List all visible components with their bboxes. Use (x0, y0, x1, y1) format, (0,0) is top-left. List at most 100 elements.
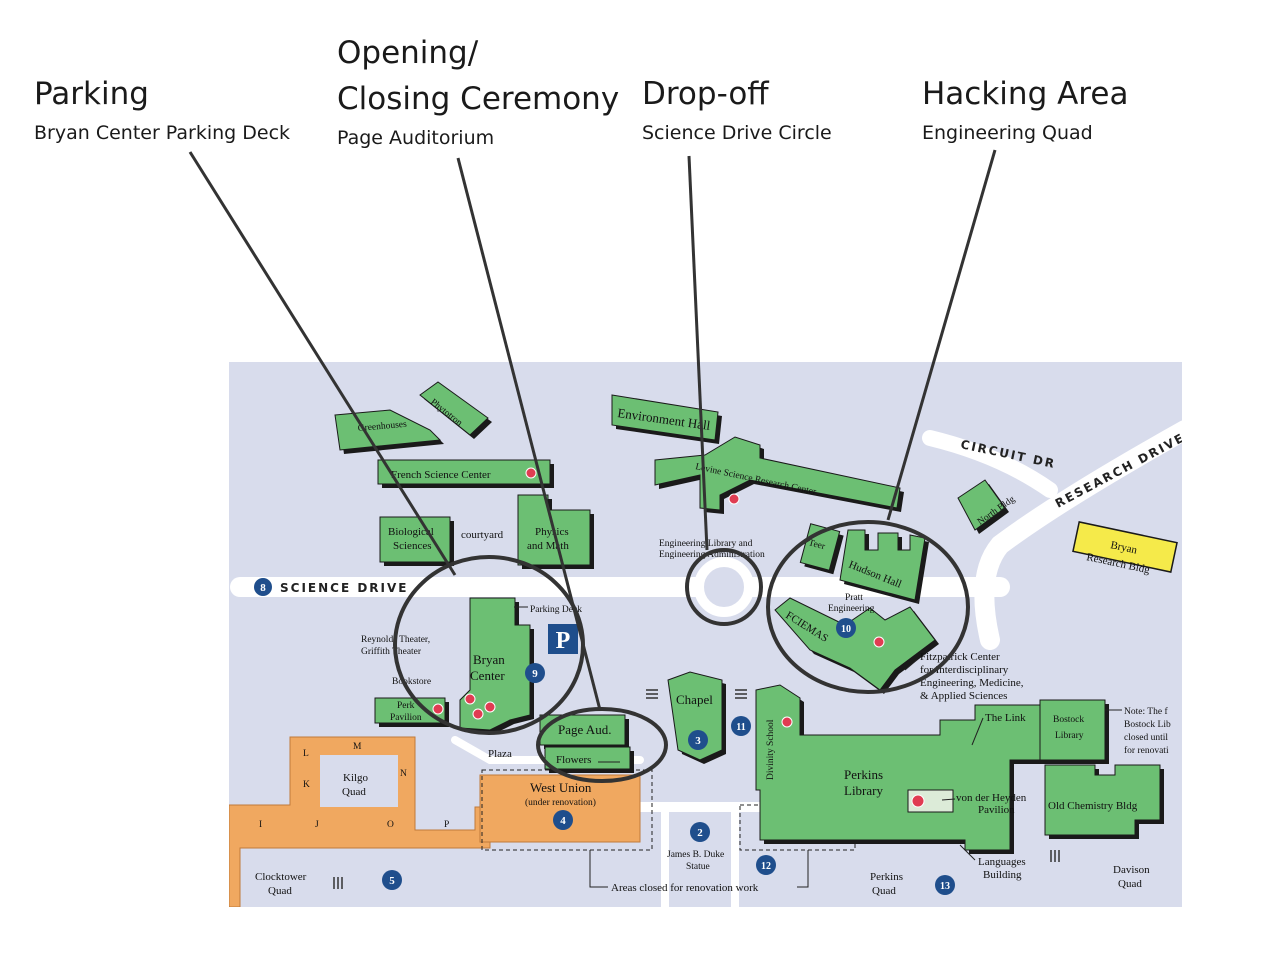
marker-4: 4 (560, 815, 566, 827)
quad-letter-m: M (353, 742, 362, 752)
quad-inner (320, 755, 398, 807)
callout-subtitle: Science Drive Circle (642, 122, 832, 144)
quad-letter-j: J (315, 820, 319, 830)
label-greenhouses: Greenhouses (357, 420, 407, 434)
label-divinity: Divinity School (766, 719, 776, 780)
label-bostock-1: Bostock (1053, 715, 1084, 725)
label-note-2: Bostock Lib (1124, 720, 1171, 730)
label-reynolds-2: Griffith Theater (361, 646, 422, 657)
science-drive-label: SCIENCE DRIVE (280, 581, 409, 595)
west-quad-buildings (229, 736, 491, 907)
environment-hall-building (611, 394, 719, 441)
label-bostock-2: Library (1055, 731, 1084, 741)
bostock-library-building (1039, 699, 1106, 761)
label-perk-1: Perk (397, 701, 415, 711)
quad-letters: L M N K I J O P (259, 742, 449, 830)
label-bryan-2: Center (470, 668, 505, 683)
label-bryan-1: Bryan (473, 652, 505, 667)
label-west-union-1: West Union (530, 780, 592, 795)
label-phys-2: and Math (527, 540, 569, 552)
callout-subtitle: Page Auditorium (337, 127, 495, 149)
callout-subtitle: Engineering Quad (922, 122, 1093, 144)
label-note-4: for renovati (1124, 745, 1169, 756)
parking-icon[interactable] (548, 624, 578, 654)
dining-markers (432, 467, 925, 808)
dropoff-pointer (687, 155, 709, 551)
callout-dropoff: Drop-off Science Drive Circle (642, 71, 832, 145)
quad-letter-k: K (303, 780, 310, 790)
label-duke-2: Statue (686, 862, 710, 872)
label-fitz-3: Engineering, Medicine, (920, 677, 1024, 689)
label-languages-2: Building (983, 869, 1022, 881)
stairs-marks (333, 689, 1060, 889)
label-vdh-1: von der Heyden (956, 792, 1027, 804)
label-perkins-quad-2: Quad (872, 885, 896, 897)
label-davison-2: Quad (1118, 878, 1142, 890)
greenhouses-building (334, 409, 442, 451)
north-building (957, 479, 1006, 531)
buildings (334, 381, 1178, 854)
callout-hacking: Hacking Area Engineering Quad (922, 71, 1128, 145)
label-bio-1: Biological (388, 526, 434, 538)
numbered-markers: 2 3 4 5 9 10 11 12 13 (382, 618, 955, 895)
label-clocktower-2: Quad (268, 885, 292, 897)
label-fitz-2: for Interdisciplinary (920, 664, 1009, 676)
bryan-center-building (459, 597, 531, 731)
label-perkins-quad-1: Perkins (870, 871, 903, 883)
flowers-building (544, 746, 631, 770)
callout-title: Drop-off (642, 76, 769, 112)
marker-9: 9 (532, 668, 538, 680)
quad-letter-i: I (259, 820, 262, 830)
chapel-building (667, 671, 723, 761)
label-fitz-4: & Applied Sciences (920, 690, 1007, 702)
quad-letter-p: P (444, 820, 449, 830)
label-west-union-2: (under renovation) (525, 797, 596, 808)
parking-pointer (188, 151, 457, 576)
label-page-aud: Page Aud. (558, 722, 611, 737)
label-kilgo-2: Quad (342, 786, 366, 798)
label-duke-1: James B. Duke (667, 850, 724, 860)
phytotron-building (419, 381, 489, 436)
areas-closed-bracket (589, 850, 809, 888)
label-bookstore: Bookstore (392, 677, 431, 687)
fciemas-building (774, 597, 936, 691)
label-eng-lib-2: Engineering Administration (659, 550, 765, 560)
label-parking-deck: Parking Deck (530, 605, 582, 615)
circuit-drive-road (922, 430, 1058, 498)
quad-letter-l: L (303, 749, 309, 759)
label-leaders (514, 539, 1122, 861)
label-phys-1: Physics (535, 526, 569, 538)
science-drive-marker-num: 8 (260, 582, 266, 594)
label-pratt-1: Pratt (845, 593, 863, 603)
parking-icon-letter: P (556, 628, 571, 654)
label-clocktower-1: Clocktower (255, 871, 307, 883)
label-bio-2: Sciences (393, 540, 431, 552)
label-davison-1: Davison (1113, 864, 1150, 876)
label-note-1: Note: The f (1124, 706, 1168, 717)
label-flowers: Flowers (556, 754, 591, 766)
callout-title: Parking (34, 76, 149, 112)
callout-ceremony: Opening/ Closing Ceremony Page Auditoriu… (337, 30, 619, 150)
label-vdh-2: Pavilion (978, 804, 1015, 816)
label-fitz-1: Fitzpatrick Center (920, 651, 1000, 663)
label-plaza: Plaza (488, 748, 512, 760)
label-old-chem: Old Chemistry Bldg (1048, 800, 1138, 812)
hacking-pointer (886, 149, 997, 521)
label-perkins-2: Library (844, 783, 883, 798)
marker-2: 2 (697, 827, 703, 839)
callout-subtitle: Bryan Center Parking Deck (34, 122, 291, 144)
research-drive-road (974, 420, 1182, 650)
label-note-3: closed until (1124, 733, 1168, 743)
label-kilgo-1: Kilgo (343, 772, 369, 784)
science-drive-marker (254, 578, 272, 596)
label-perkins-1: Perkins (844, 767, 883, 782)
marker-3: 3 (695, 735, 701, 747)
hacking-highlight (766, 520, 970, 694)
west-campus (229, 736, 641, 907)
marker-5: 5 (389, 875, 395, 887)
quad-letter-o: O (387, 820, 394, 830)
bryan-research-building (1072, 521, 1178, 573)
label-chapel: Chapel (676, 692, 713, 707)
science-drive-circle[interactable] (694, 557, 754, 617)
